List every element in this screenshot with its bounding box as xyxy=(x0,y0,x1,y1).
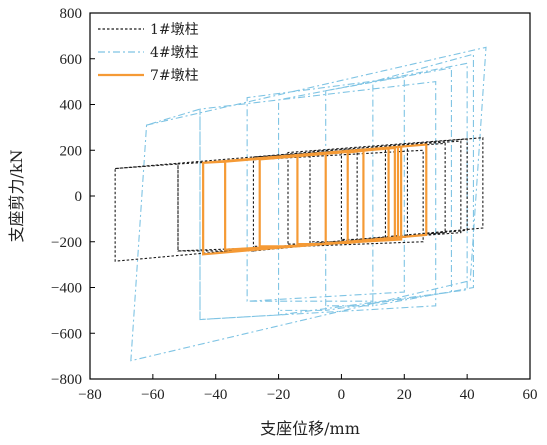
series-line-2 xyxy=(130,46,487,362)
x-tick-label: −80 xyxy=(78,387,101,403)
legend-label-3: 7#墩柱 xyxy=(150,68,199,84)
x-tick-label: 20 xyxy=(397,387,412,403)
axis-layer: −80 −60 −40 −20 0 20 40 60−800−600−400−20002004… xyxy=(51,6,537,403)
y-tick-label: 400 xyxy=(60,98,83,114)
legend: 1#墩柱 4#墩柱 7#墩柱 xyxy=(98,22,199,84)
series-line-3 xyxy=(202,143,428,256)
x-tick-label: −40 xyxy=(204,387,227,403)
x-tick-label: 0 xyxy=(338,387,346,403)
plot-area xyxy=(114,46,487,362)
x-tick-label: −60 xyxy=(141,387,164,403)
x-tick-label: 60 xyxy=(523,387,538,403)
y-tick-label: −400 xyxy=(51,281,82,297)
x-axis-title: 支座位移/mm xyxy=(260,419,360,438)
y-tick-label: 800 xyxy=(60,6,83,22)
y-axis-title: 支座剪力/kN xyxy=(7,149,26,242)
y-tick-label: 0 xyxy=(75,189,83,205)
y-tick-label: 600 xyxy=(60,52,83,68)
legend-label-1: 1#墩柱 xyxy=(150,22,199,38)
y-tick-label: 200 xyxy=(60,143,83,159)
x-tick-label: 40 xyxy=(460,387,475,403)
x-tick-label: −20 xyxy=(267,387,290,403)
y-tick-label: −800 xyxy=(51,372,82,388)
series-layer xyxy=(114,46,487,362)
legend-label-2: 4#墩柱 xyxy=(150,45,199,61)
y-tick-label: −200 xyxy=(51,235,82,251)
y-tick-label: −600 xyxy=(51,326,82,342)
